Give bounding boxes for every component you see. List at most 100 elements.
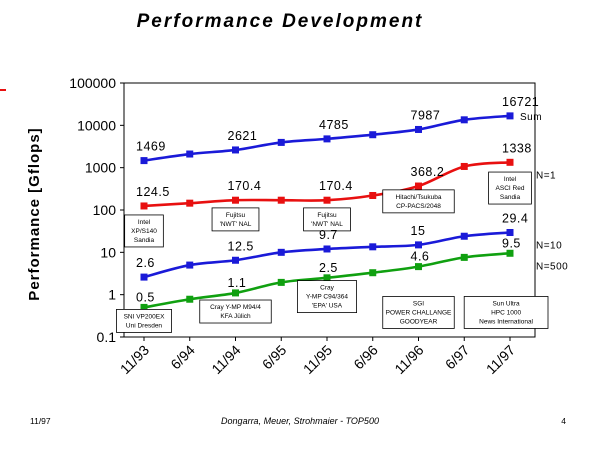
annotation-text: Y-MP C94/364: [306, 294, 348, 301]
data-point: [460, 116, 468, 124]
data-point: [369, 192, 377, 200]
data-point: [506, 229, 514, 237]
annotation-text: ASCI Red: [496, 185, 525, 192]
annotation-text: 'EPA' USA: [312, 303, 343, 310]
data-label: 29.4: [502, 212, 528, 226]
y-axis-label: Performance [Gflops]: [26, 127, 43, 300]
annotation-box: Intel ASCI Red Sandia: [488, 171, 532, 205]
data-label: 2.5: [319, 261, 338, 275]
data-label: 15: [411, 224, 426, 238]
data-point: [186, 150, 194, 158]
annotation-box: Fujitsu 'NWT' NAL: [303, 207, 351, 232]
data-point: [277, 278, 285, 286]
x-tick-label: 6/96: [350, 342, 381, 373]
data-label: 4.6: [411, 250, 430, 264]
x-axis-ticks: 11/93 6/94 11/94 6/95 11/95 6/96 11/96 6/97 11/9…: [117, 337, 519, 378]
x-tick-label: 11/95: [300, 342, 336, 378]
data-point: [369, 269, 377, 277]
series-name: Sum: [520, 112, 542, 123]
annotation-text: KFA Jülich: [220, 313, 251, 320]
data-point: [323, 135, 331, 143]
annotation-text: 'NWT' NAL: [311, 221, 343, 228]
series-name: N=10: [536, 241, 562, 252]
annotation-text: Sun Ultra: [493, 300, 520, 307]
chart-title: Performance Development: [137, 11, 424, 32]
annotation-text: SGI: [413, 300, 424, 307]
data-point: [506, 158, 514, 166]
data-point: [460, 232, 468, 240]
y-axis-ticks: 0.1 1 10 100 1000 10000 100000: [69, 75, 124, 345]
data-point: [277, 196, 285, 204]
data-point: [232, 256, 239, 264]
data-label: 2.6: [136, 256, 155, 270]
annotation-box: Hitachi/Tsukuba CP-PACS/2048: [382, 189, 455, 214]
data-label: 7987: [411, 108, 441, 122]
data-point: [186, 199, 194, 207]
data-point: [277, 248, 285, 256]
annotation-box: Cray Y-MP M94/4 KFA Jülich: [199, 299, 272, 324]
annotation-text: Cray: [320, 285, 334, 292]
annotation-box: SNI VP200EX Uni Dresden: [116, 309, 172, 333]
annotation-box: SGI POWER CHALLANGE GOODYEAR: [382, 296, 455, 329]
data-point: [186, 295, 194, 303]
annotation-text: Sandia: [500, 194, 521, 201]
data-label: 0.5: [136, 290, 155, 304]
x-tick-label: 6/95: [259, 342, 290, 373]
data-point: [140, 303, 148, 311]
x-tick-label: 6/94: [167, 342, 198, 373]
footer-date: 11/97: [30, 416, 51, 426]
annotation-frame: [124, 214, 164, 248]
annotation-box: Fujitsu 'NWT' NAL: [211, 207, 260, 232]
y-tick-label: 100: [93, 202, 117, 218]
y-tick-label: 1000: [85, 160, 116, 176]
annotation-frame: [211, 207, 260, 232]
annotation-frame: [116, 309, 172, 333]
annotation-text: GOODYEAR: [400, 318, 438, 325]
series-layer: [140, 112, 514, 311]
data-point: [140, 273, 148, 281]
x-tick-label: 11/93: [117, 342, 153, 378]
annotation-text: Intel: [504, 176, 517, 183]
data-label: 1469: [136, 140, 166, 154]
x-tick-label: 11/94: [208, 342, 244, 378]
y-tick-label: 1: [108, 287, 116, 303]
annotation-text: XP/S140: [131, 228, 157, 235]
data-point: [506, 112, 514, 120]
data-point: [323, 196, 331, 204]
data-label: 170.4: [319, 179, 353, 193]
annotation-box: Intel XP/S140 Sandia: [124, 214, 164, 248]
x-tick-label: 6/97: [442, 342, 473, 373]
annotation-box: Cray Y-MP C94/364 'EPA' USA: [296, 280, 357, 314]
data-label: 16721: [502, 95, 539, 109]
annotation-text: Fujitsu: [226, 212, 246, 219]
data-point: [369, 131, 377, 139]
annotation-text: Hitachi/Tsukuba: [396, 194, 442, 201]
data-label: 2621: [228, 129, 258, 143]
annotation-text: SNI VP200EX: [124, 313, 165, 320]
data-label: 1.1: [228, 276, 247, 290]
footer-credits: Dongarra, Meuer, Strohmaier - TOP500: [221, 416, 379, 426]
data-point: [232, 146, 239, 154]
series-name: N=500: [536, 261, 568, 272]
data-label: 1338: [502, 141, 532, 155]
annotation-text: Sandia: [134, 237, 155, 244]
annotation-text: 'NWT' NAL: [220, 221, 252, 228]
data-label-layer: 1469 2621 4785 7987 16721 Sum 124.5 170.4 170.4 3…: [136, 95, 568, 305]
data-point: [415, 125, 422, 133]
data-label: 170.4: [228, 179, 262, 193]
x-tick-label: 11/96: [391, 342, 427, 378]
annotation-frame: [199, 299, 272, 324]
data-point: [323, 274, 331, 282]
data-point: [415, 241, 422, 249]
annotation-frame: [463, 296, 549, 329]
data-point: [369, 243, 377, 251]
data-label: 124.5: [136, 185, 170, 199]
y-tick-label: 100000: [69, 75, 116, 91]
x-tick-label: 11/97: [483, 342, 519, 378]
data-point: [186, 261, 194, 269]
data-point: [460, 253, 468, 261]
data-point: [415, 263, 422, 271]
annotation-frame: [382, 189, 455, 214]
